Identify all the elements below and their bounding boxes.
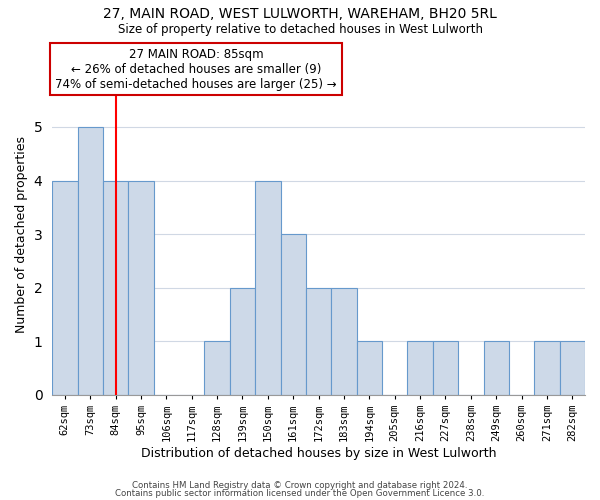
Bar (230, 288, 255, 395)
Bar (103, 180, 128, 395)
Bar (205, 342, 230, 395)
Bar (255, 180, 281, 395)
Text: Size of property relative to detached houses in West Lulworth: Size of property relative to detached ho… (118, 22, 482, 36)
Y-axis label: Number of detached properties: Number of detached properties (15, 136, 28, 332)
Bar (484, 342, 509, 395)
Bar (407, 342, 433, 395)
Bar (433, 342, 458, 395)
Text: 27 MAIN ROAD: 85sqm
← 26% of detached houses are smaller (9)
74% of semi-detache: 27 MAIN ROAD: 85sqm ← 26% of detached ho… (55, 48, 337, 90)
Text: 27, MAIN ROAD, WEST LULWORTH, WAREHAM, BH20 5RL: 27, MAIN ROAD, WEST LULWORTH, WAREHAM, B… (103, 8, 497, 22)
Text: Contains public sector information licensed under the Open Government Licence 3.: Contains public sector information licen… (115, 488, 485, 498)
Text: Contains HM Land Registry data © Crown copyright and database right 2024.: Contains HM Land Registry data © Crown c… (132, 481, 468, 490)
Bar (77, 127, 103, 395)
Bar (534, 342, 560, 395)
Bar (306, 288, 331, 395)
Bar (281, 234, 306, 395)
Bar (331, 288, 356, 395)
Bar (52, 180, 77, 395)
Bar (128, 180, 154, 395)
Bar (356, 342, 382, 395)
Bar (560, 342, 585, 395)
X-axis label: Distribution of detached houses by size in West Lulworth: Distribution of detached houses by size … (141, 447, 496, 460)
